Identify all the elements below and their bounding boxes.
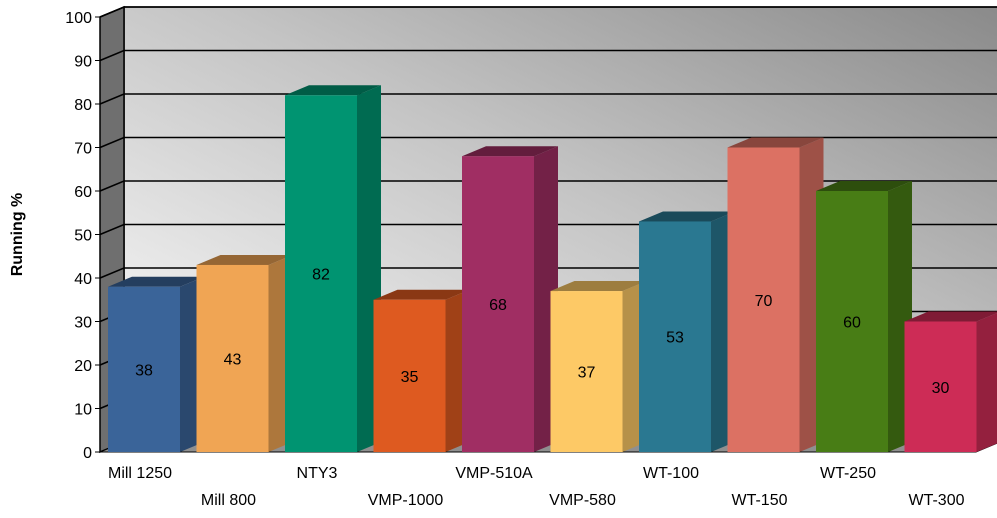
bar-data-label: 68: [489, 297, 507, 314]
bar: [108, 277, 204, 452]
y-tick-label: 0: [83, 445, 92, 462]
bar-data-label: 37: [578, 365, 596, 382]
bar-data-label: 38: [135, 362, 153, 379]
y-tick-label: 50: [74, 228, 92, 245]
bar: [374, 290, 470, 452]
bar-data-label: 30: [932, 380, 950, 397]
bar-data-label: 70: [755, 293, 773, 310]
bar: [551, 281, 647, 452]
bar: [639, 211, 735, 452]
bar: [905, 312, 997, 453]
x-tick-label: WT-100: [643, 465, 699, 482]
bar-data-label: 60: [843, 315, 861, 332]
y-tick-label: 40: [74, 271, 92, 288]
bar: [462, 146, 558, 452]
y-tick-label: 90: [74, 54, 92, 71]
x-tick-label: Mill 800: [201, 492, 256, 509]
bar-data-label: 53: [666, 330, 684, 347]
bar-data-label: 43: [224, 351, 242, 368]
bar-data-label: 35: [401, 369, 419, 386]
x-tick-label: VMP-1000: [368, 492, 444, 509]
bar-data-label: 82: [312, 267, 330, 284]
bar: [728, 138, 824, 453]
x-tick-label: WT-300: [908, 492, 964, 509]
y-tick-label: 60: [74, 184, 92, 201]
x-tick-label: Mill 1250: [108, 465, 172, 482]
y-tick-label: 100: [65, 10, 92, 27]
y-axis-title: Running %: [9, 193, 26, 277]
bar: [197, 255, 293, 452]
x-tick-label: WT-250: [820, 465, 876, 482]
bar: [285, 85, 381, 452]
y-tick-label: 10: [74, 402, 92, 419]
x-tick-label: VMP-510A: [455, 465, 533, 482]
bar: [816, 181, 912, 452]
bar-side: [977, 312, 997, 453]
y-tick-label: 80: [74, 97, 92, 114]
y-tick-label: 70: [74, 141, 92, 158]
x-tick-label: NTY3: [297, 465, 338, 482]
x-tick-label: VMP-580: [549, 492, 616, 509]
y-tick-label: 20: [74, 358, 92, 375]
y-tick-label: 30: [74, 315, 92, 332]
x-tick-label: WT-150: [731, 492, 787, 509]
